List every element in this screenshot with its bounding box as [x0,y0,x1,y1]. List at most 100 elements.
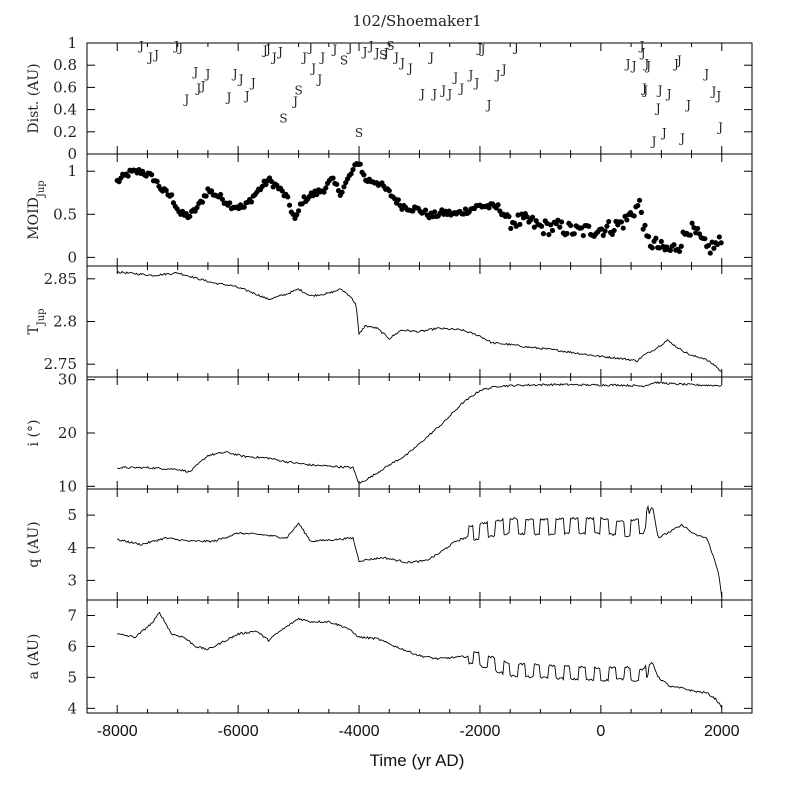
y-tick-label-a: 6 [67,637,77,655]
jupiter-encounter-marker: J [650,135,657,149]
x-tick-label: -8000 [97,723,138,740]
moid-point [361,172,367,178]
jupiter-encounter-marker: J [406,61,413,75]
y-axis-label-moid: MOIDJup [26,180,47,239]
moid-point [642,222,648,228]
moid-point [241,204,247,210]
incl-series-line [117,381,722,484]
jupiter-encounter-marker: J [445,87,452,101]
jupiter-encounter-marker: J [716,120,723,134]
jupiter-encounter-marker: J [392,50,399,64]
jupiter-encounter-marker: J [231,67,238,81]
moid-point [430,214,436,220]
jupiter-encounter-marker: J [182,93,189,107]
moid-point [586,223,592,229]
y-tick-label-q: 3 [67,571,77,589]
moid-point [707,250,713,256]
moid-point [548,222,554,228]
jupiter-encounter-marker: J [500,63,507,77]
moid-point [263,181,269,188]
jupiter-encounter-marker: J [624,57,631,71]
moid-point [218,191,224,198]
x-axis-label: Time (yr AD) [370,751,465,770]
moid-point [446,208,452,214]
y-axis-label-tjup: TJup [26,308,47,334]
moid-point [199,199,206,205]
moid-point [323,185,329,191]
y-axis-label-incl: i (°) [26,420,42,447]
jupiter-encounter-marker: J [644,59,651,73]
moid-point [558,219,565,225]
jupiter-encounter-marker: J [346,40,353,54]
moid-point [638,209,644,215]
jupiter-encounter-marker: J [418,87,425,101]
moid-point [546,231,552,238]
moid-point [330,175,336,181]
jupiter-encounter-marker: J [714,89,721,103]
moid-point [194,204,200,211]
moid-point [557,224,563,230]
moid-point [286,202,293,208]
jupiter-encounter-marker: J [630,59,637,73]
jupiter-encounter-marker: J [261,44,268,58]
moid-point [163,187,169,193]
jupiter-encounter-marker: J [439,84,446,98]
jupiter-encounter-marker: J [639,46,646,60]
moid-point [631,213,637,219]
moid-point [618,219,625,225]
y-tick-label-dist: 1 [67,34,77,52]
y-tick-label-dist: 0.2 [53,123,77,141]
y-tick-label-moid: 1 [67,162,77,180]
moid-point [486,205,492,211]
moid-point [658,238,664,245]
moid-point [321,189,327,195]
moid-point [694,225,701,232]
moid-point [540,231,547,237]
q-series-line [117,504,723,598]
y-tick-label-a: 7 [67,606,77,624]
y-axis-label-q: q (AU) [26,521,42,567]
moid-point [568,222,574,229]
moid-point [564,230,570,237]
moid-point [348,171,354,177]
jupiter-encounter-marker: J [270,50,277,64]
jupiter-encounter-marker: J [237,73,244,87]
jupiter-encounter-marker: J [678,131,685,145]
moid-point [636,197,643,203]
moid-point [620,225,626,231]
saturn-encounter-marker: S [340,54,348,68]
jupiter-encounter-marker: J [330,43,337,57]
moid-point [410,208,416,214]
moid-point [248,199,255,205]
moid-point [571,231,577,237]
jupiter-encounter-marker: J [479,43,486,57]
jupiter-encounter-marker: J [660,126,667,140]
y-axis-label-a: a (AU) [26,634,42,680]
moid-point [506,213,512,220]
moid-point [539,223,545,229]
moid-point [604,223,610,229]
moid-point [602,228,608,234]
moid-point [268,178,274,184]
moid-point [395,197,401,203]
moid-point [653,235,659,241]
jupiter-encounter-marker: J [476,41,483,55]
moid-point [606,218,612,225]
y-tick-label-incl: 20 [58,424,77,442]
moid-point [667,247,673,254]
moid-point [227,200,233,206]
jupiter-encounter-marker: J [172,39,179,53]
moid-point [611,227,617,234]
moid-point [357,161,363,167]
moid-point [718,240,724,246]
jupiter-encounter-marker: J [199,79,206,93]
jupiter-encounter-marker: J [654,101,661,115]
moid-point [646,234,652,240]
jupiter-encounter-marker: J [710,85,717,99]
jupiter-encounter-marker: J [306,40,313,54]
moid-point [432,209,438,215]
jupiter-encounter-marker: J [656,84,663,98]
y-tick-label-dist: 0.8 [53,56,77,74]
